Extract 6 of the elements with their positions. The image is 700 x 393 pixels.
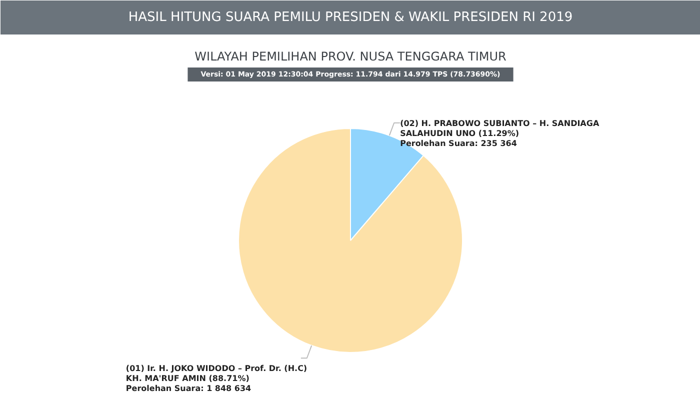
slice-label: (01) Ir. H. JOKO WIDODO – Prof. Dr. (H.C) KH. MA'RUF AMIN (88.71%) — [126, 364, 308, 384]
slice-label: (02) H. PRABOWO SUBIANTO – H. SANDIAGA SALAHUDIN UNO (11.29%) — [400, 118, 600, 138]
chart-title: HASIL HITUNG SUARA PEMILU PRESIDEN & WAKIL PRESIDEN RI 2019 — [128, 10, 573, 25]
chart-subtitle: WILAYAH PEMILIHAN PROV. NUSA TENGGARA TIMUR — [194, 50, 506, 64]
data-label: Perolehan Suara: 235 364 — [400, 138, 518, 148]
data-label: Perolehan Suara: 1 848 634 — [126, 384, 252, 393]
